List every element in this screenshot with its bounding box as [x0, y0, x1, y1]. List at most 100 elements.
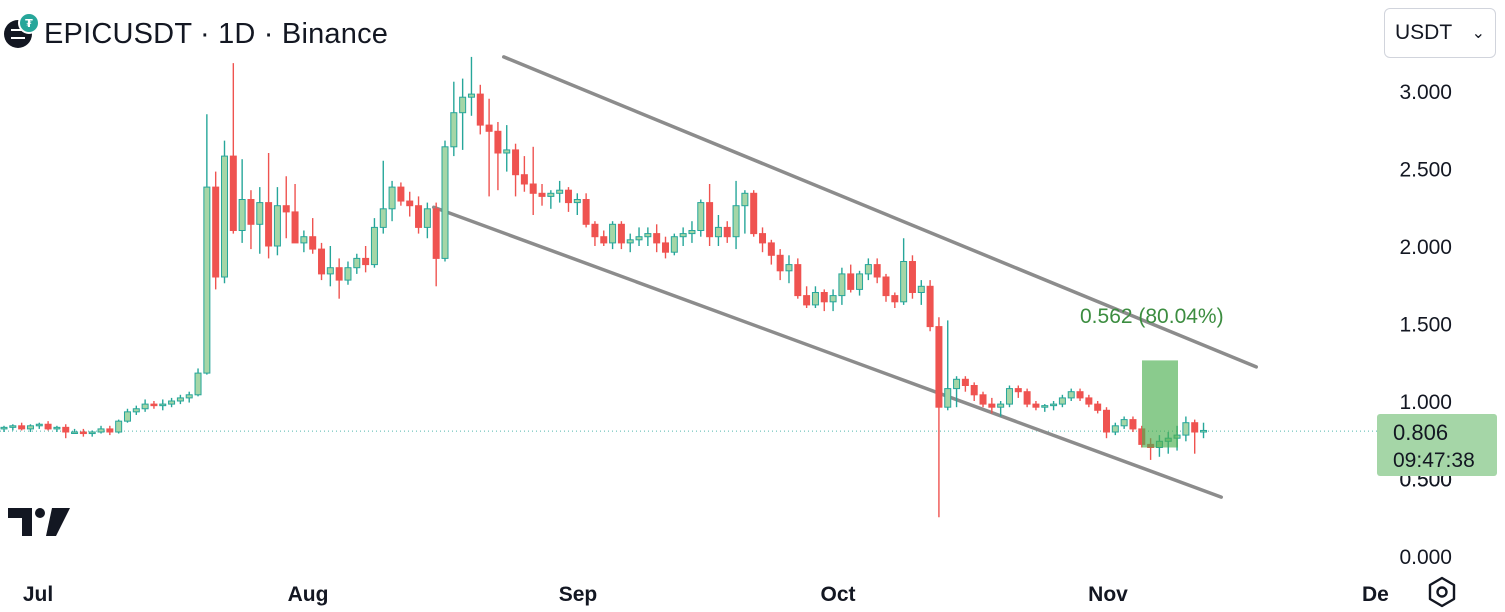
- candle: [785, 255, 793, 284]
- candle: [115, 419, 123, 434]
- candle-body: [44, 423, 52, 430]
- time-tick-label: Nov: [1088, 583, 1128, 606]
- candle: [150, 401, 158, 409]
- candle: [9, 424, 17, 431]
- candle: [485, 98, 493, 197]
- candle: [864, 258, 872, 281]
- candle-body: [961, 378, 969, 386]
- candle: [79, 428, 87, 437]
- candle-body: [265, 202, 273, 247]
- candle-body: [1200, 429, 1208, 433]
- chart-header: ₮ EPICUSDT · 1D · Binance: [4, 12, 389, 54]
- candle: [935, 317, 943, 518]
- candle-body: [891, 295, 899, 303]
- candle-body: [450, 112, 458, 148]
- candle: [1094, 401, 1102, 414]
- currency-value: USDT: [1395, 21, 1453, 44]
- currency-select[interactable]: USDT ⌄: [1384, 8, 1496, 58]
- measure-tool[interactable]: 0.562 (80.04%): [1080, 305, 1224, 448]
- price-tick-label: 1.500: [1399, 314, 1452, 337]
- candle-body: [132, 408, 140, 413]
- candle-body: [415, 205, 423, 228]
- time-axis[interactable]: Jul Aug Sep Oct Nov De: [23, 583, 1389, 606]
- candle: [988, 397, 996, 414]
- candle-body: [979, 394, 987, 405]
- candle: [1182, 416, 1190, 442]
- candle: [732, 180, 740, 250]
- candle: [309, 218, 317, 254]
- candle: [1058, 394, 1066, 408]
- candle: [679, 227, 687, 246]
- candle-body: [767, 242, 775, 256]
- candle: [203, 114, 211, 375]
- candle-body: [1094, 403, 1102, 411]
- bar-countdown: 09:47:38: [1393, 449, 1475, 472]
- candle-body: [538, 192, 546, 197]
- candle-body: [838, 273, 846, 297]
- time-tick-label: Oct: [820, 583, 855, 606]
- candle-body: [900, 261, 908, 303]
- candle-body: [547, 192, 555, 197]
- candle-body: [1005, 388, 1013, 405]
- candle-body: [168, 400, 176, 405]
- candle-body: [750, 192, 758, 235]
- candle-body: [679, 233, 687, 238]
- candle: [653, 224, 661, 253]
- candle-body: [1023, 391, 1031, 405]
- candle-body: [476, 93, 484, 126]
- candle: [1076, 388, 1084, 401]
- candle: [688, 221, 696, 243]
- candle: [141, 399, 149, 412]
- candle: [291, 184, 299, 244]
- candle-body: [1050, 403, 1058, 407]
- candle-body: [18, 425, 26, 430]
- candle-body: [494, 130, 502, 154]
- candle-body: [944, 388, 952, 408]
- candle: [44, 421, 52, 431]
- candle: [1032, 401, 1040, 411]
- candle: [556, 180, 564, 203]
- candle-body: [106, 428, 114, 433]
- candle-body: [688, 230, 696, 235]
- candle: [282, 176, 290, 239]
- candle: [1103, 407, 1110, 439]
- candle-body: [79, 431, 87, 435]
- time-tick-label: De: [1362, 583, 1389, 606]
- price-tick-label: 1.000: [1399, 391, 1452, 414]
- candle: [520, 156, 528, 192]
- tradingview-logo-icon[interactable]: [8, 506, 70, 538]
- settings-icon[interactable]: [1426, 576, 1458, 608]
- candle-body: [88, 431, 96, 435]
- candle-body: [1129, 419, 1137, 430]
- time-tick-label: Jul: [23, 583, 53, 606]
- candle: [176, 394, 184, 405]
- candle-body: [988, 403, 996, 408]
- candle: [212, 171, 220, 290]
- candle-body: [644, 233, 652, 238]
- candle: [62, 424, 70, 439]
- candle-body: [626, 239, 634, 244]
- candle-body: [9, 425, 17, 428]
- candle: [0, 425, 8, 432]
- candle: [168, 397, 176, 408]
- candle: [238, 159, 246, 243]
- candle: [26, 424, 34, 432]
- candle-body: [0, 426, 8, 430]
- candle: [512, 143, 520, 197]
- candle-body: [370, 226, 378, 266]
- symbol-title[interactable]: EPICUSDT · 1D · Binance: [44, 17, 389, 50]
- trendlines[interactable]: [432, 55, 1258, 499]
- candle: [1111, 422, 1119, 436]
- candle-body: [591, 223, 599, 238]
- candle-body: [882, 276, 890, 297]
- candle-body: [714, 226, 722, 238]
- price-tick-label: 2.000: [1399, 236, 1452, 259]
- candle: [644, 227, 652, 246]
- candle: [970, 382, 978, 401]
- candle-body: [1191, 422, 1199, 433]
- candle-body: [917, 285, 925, 293]
- candle: [1005, 385, 1013, 408]
- candle: [794, 258, 802, 299]
